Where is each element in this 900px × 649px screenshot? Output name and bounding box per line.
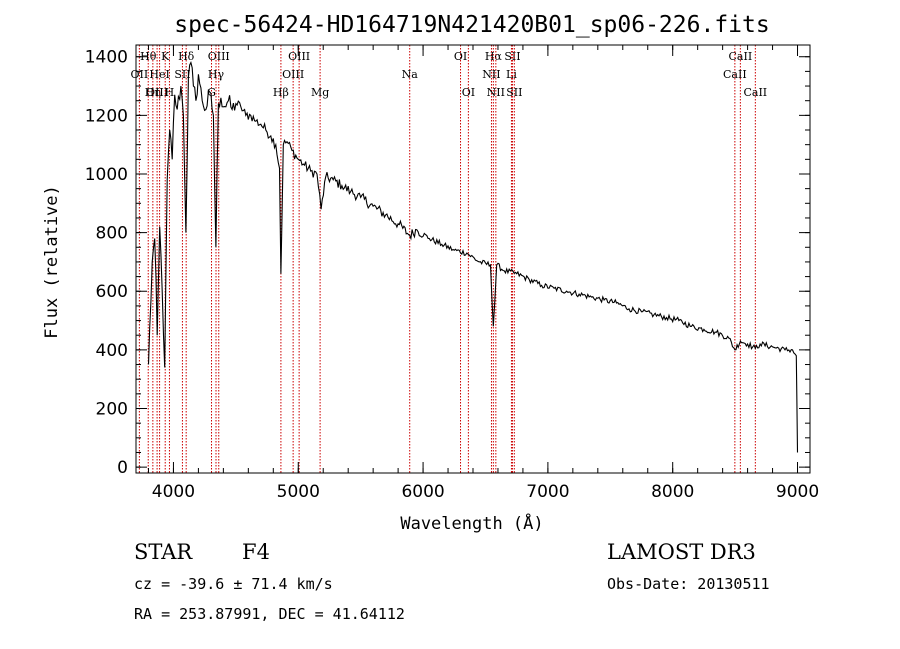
x-tick-label-4: 8000 xyxy=(651,482,694,502)
y-tick-label-6: 1200 xyxy=(85,106,128,126)
spectral-line-label-9: G xyxy=(207,86,216,99)
spectral-line-label-6: H xyxy=(165,86,175,99)
spectral-line-label-17: OI xyxy=(454,50,467,63)
spectral-line-label-21: NII xyxy=(487,86,505,99)
spectral-line-label-16: Na xyxy=(402,68,419,81)
x-tick-label-5: 9000 xyxy=(776,482,819,502)
y-tick-label-0: 0 xyxy=(117,458,128,478)
observation-date: Obs-Date: 20130511 xyxy=(607,575,770,593)
ra-dec-coordinates: RA = 253.87991, DEC = 41.64112 xyxy=(134,605,405,623)
spectral-line-label-1: OII xyxy=(131,68,149,81)
spectral-line-label-0: Hθ xyxy=(140,50,157,63)
object-class: STAR xyxy=(134,540,193,564)
spectral-line-label-11: Hγ xyxy=(208,68,225,81)
x-tick-label-3: 7000 xyxy=(526,482,569,502)
spectral-line-label-23: Li xyxy=(506,68,517,81)
y-tick-label-4: 800 xyxy=(96,224,128,244)
spectral-line-label-18: OI xyxy=(462,86,475,99)
y-tick-label-2: 400 xyxy=(96,341,128,361)
y-tick-label-5: 1000 xyxy=(85,165,128,185)
flux-series-line xyxy=(147,61,799,453)
y-tick-label-7: 1400 xyxy=(85,48,128,68)
spectral-line-label-7: SII xyxy=(174,68,190,81)
spectral-line-label-14: OIII xyxy=(288,50,310,63)
spectral-line-label-2: OIII xyxy=(146,86,168,99)
axis-ticks-layer: 4000 5000 6000 7000 8000 9000 0 200 400 600 800 100… xyxy=(85,45,819,502)
spectral-line-label-5: K xyxy=(161,50,170,63)
y-axis-label: Flux (relative) xyxy=(42,185,62,339)
x-tick-label-2: 6000 xyxy=(401,482,444,502)
spectral-line-label-12: Hβ xyxy=(273,86,289,99)
redshift-cz: cz = -39.6 ± 71.4 km/s xyxy=(134,575,333,593)
spectral-line-label-3: Hη xyxy=(145,86,161,99)
spectral-line-label-25: CaII xyxy=(729,50,753,63)
spectral-line-label-10: OIII xyxy=(208,50,230,63)
object-subclass: F4 xyxy=(242,540,270,564)
y-tick-label-1: 200 xyxy=(96,400,128,420)
spectral-line-label-4: HeI xyxy=(149,68,169,81)
spectral-line-label-26: CaII xyxy=(723,68,747,81)
x-tick-label-0: 4000 xyxy=(152,482,195,502)
spectral-line-label-13: OIII xyxy=(282,68,304,81)
spectral-line-label-22: SII xyxy=(504,50,520,63)
spectral-line-label-15: Mg xyxy=(311,86,329,99)
spectral-line-label-19: Hα xyxy=(485,50,503,63)
chart-title: spec-56424-HD164719N421420B01_sp06-226.f… xyxy=(174,12,769,38)
x-tick-label-1: 5000 xyxy=(277,482,320,502)
survey-name: LAMOST DR3 xyxy=(607,540,756,564)
x-axis-label: Wavelength (Å) xyxy=(400,512,543,534)
spectral-lines-layer: HθOIIOIIIHηHeIKHSIIHδGOIIIHγHβOIIIOIIIMg… xyxy=(131,45,767,473)
plot-frame xyxy=(135,44,811,474)
spectral-line-label-24: SII xyxy=(506,86,522,99)
spectral-line-label-27: CaII xyxy=(743,86,767,99)
y-tick-label-3: 600 xyxy=(96,282,128,302)
spectral-line-label-8: Hδ xyxy=(178,50,195,63)
spectral-line-label-20: NII xyxy=(482,68,500,81)
